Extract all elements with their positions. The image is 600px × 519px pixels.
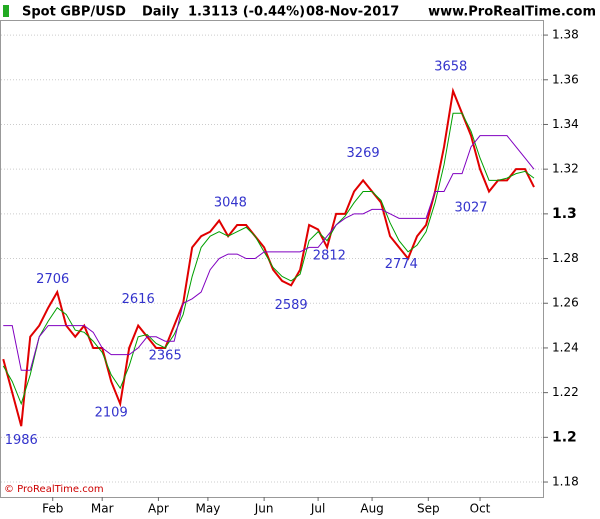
x-tick-label: Mar	[91, 502, 114, 516]
x-tick-label: May	[195, 502, 220, 516]
site: www.ProRealTime.com	[428, 5, 596, 20]
y-tick-label: 1.32	[552, 162, 579, 176]
annotation: 3027	[454, 200, 487, 215]
series-line	[2, 87, 535, 427]
y-tick-label: 1.38	[552, 28, 579, 42]
x-tick-label: Sep	[417, 502, 440, 516]
annotation: 2365	[149, 348, 182, 363]
annotation: 2812	[313, 248, 346, 263]
y-tick-label: 1.3	[552, 206, 577, 222]
annotation: 3658	[434, 59, 467, 74]
x-tick-label: Aug	[360, 502, 383, 516]
x-tick-label: Oct	[470, 502, 491, 516]
annotation: 2109	[95, 405, 128, 420]
y-tick-label: 1.24	[552, 340, 579, 354]
y-tick-label: 1.26	[552, 296, 579, 310]
last-price: 1.3113 (-0.44%)	[188, 5, 305, 20]
instrument: Spot GBP/USD	[22, 5, 126, 20]
annotation: 2774	[385, 257, 418, 272]
y-tick-label: 1.2	[552, 429, 577, 445]
x-tick-label: Apr	[148, 502, 169, 516]
annotation: 2589	[275, 298, 308, 313]
annotation: 3269	[347, 146, 380, 161]
y-tick-label: 1.34	[552, 117, 579, 131]
period: Daily	[142, 5, 179, 20]
x-tick-label: Feb	[42, 502, 63, 516]
date: 08-Nov-2017	[306, 5, 399, 20]
y-tick-label: 1.18	[552, 475, 579, 489]
icon	[3, 5, 9, 17]
x-tick-label: Jun	[254, 502, 274, 516]
annotation: 2706	[36, 272, 69, 287]
series-line	[2, 112, 535, 406]
annotation: 1986	[5, 433, 38, 448]
series-line	[3, 135, 535, 371]
copyright: © ProRealTime.com	[4, 484, 104, 495]
y-tick-label: 1.36	[552, 72, 579, 86]
x-tick-label: Jul	[310, 502, 325, 516]
annotation: 2616	[122, 292, 155, 307]
y-tick-label: 1.22	[552, 385, 579, 399]
y-tick-label: 1.28	[552, 251, 579, 265]
annotation: 3048	[214, 196, 247, 211]
